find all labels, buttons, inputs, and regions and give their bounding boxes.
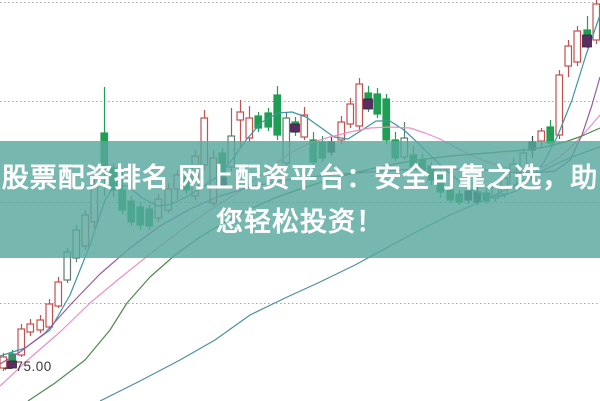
left-arrow-icon: ← bbox=[1, 358, 16, 374]
price-annotation-value: 75.00 bbox=[15, 359, 52, 374]
price-annotation: ←75.00 bbox=[1, 358, 52, 374]
banner-title-line1: 股票配资排名 网上配资平台：安全可靠之选，助 bbox=[1, 162, 599, 193]
promo-banner-overlay: 股票配资排名 网上配资平台：安全可靠之选，助 您轻松投资！ bbox=[0, 141, 600, 258]
banner-title-line2: 您轻松投资！ bbox=[216, 206, 384, 237]
